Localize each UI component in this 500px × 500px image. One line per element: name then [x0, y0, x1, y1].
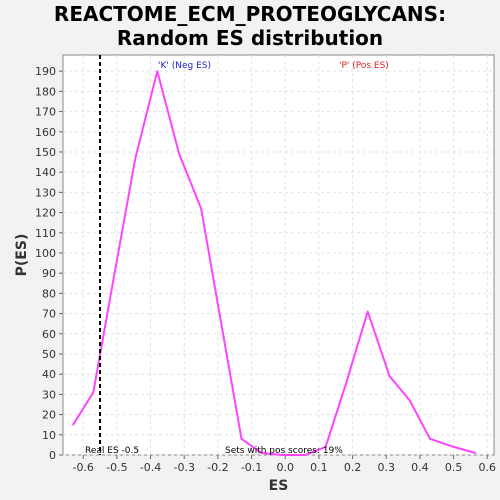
data-point [200, 207, 202, 210]
y-tick-label: 40 [42, 368, 56, 381]
y-tick-label: 160 [35, 126, 56, 139]
data-point [92, 391, 95, 394]
grid-lines [63, 55, 494, 456]
data-point [134, 157, 137, 159]
data-point [366, 310, 369, 313]
x-tick-label: 0.4 [411, 461, 429, 474]
y-tick-label: 0 [49, 449, 56, 462]
x-tick-label: -0.2 [207, 461, 228, 474]
x-tick-label: 0.6 [479, 461, 497, 474]
pos-es-label: 'P' (Pos ES) [339, 61, 389, 71]
data-point [474, 452, 477, 454]
data-point [324, 446, 327, 448]
x-tick-label: 0.3 [378, 461, 396, 474]
x-tick-label: 0.5 [445, 461, 463, 474]
data-point [156, 70, 159, 72]
real-es-label: Real ES -0.5 [85, 446, 139, 456]
annotations-layer: Real ES -0.5 'K' (Neg ES) 'P' (Pos ES) Sets… [85, 55, 389, 456]
y-tick-label: 80 [42, 287, 56, 300]
chart-title-line2: Random ES distribution [116, 26, 384, 50]
data-point [429, 438, 431, 440]
y-tick-label: 10 [42, 429, 56, 442]
data-point [388, 375, 391, 378]
y-tick-label: 180 [35, 85, 56, 98]
y-tick-label: 120 [35, 207, 56, 220]
data-point [260, 452, 263, 454]
data-point [240, 438, 243, 440]
data-point [281, 454, 283, 456]
y-tick-label: 90 [42, 267, 56, 280]
y-tick-label: 110 [35, 227, 56, 240]
data-point [409, 399, 411, 402]
distribution-line [72, 70, 476, 456]
y-tick-label: 150 [35, 146, 56, 159]
data-point [220, 322, 223, 325]
chart-title: REACTOME_ECM_PROTEOGLYCANS: Random ES di… [0, 2, 500, 50]
y-tick-label: 170 [35, 106, 56, 119]
y-tick-label: 130 [35, 186, 56, 199]
plot-area [62, 54, 495, 456]
data-point [72, 423, 74, 426]
y-tick-label: 100 [35, 247, 56, 260]
data-point [112, 278, 115, 281]
y-tick-label: 30 [42, 388, 56, 401]
x-tick-label: -0.1 [241, 461, 262, 474]
data-point [345, 383, 347, 386]
chart-title-line1: REACTOME_ECM_PROTEOGLYCANS: [53, 2, 447, 26]
y-tick-label: 190 [35, 65, 56, 78]
y-tick-label: 140 [35, 166, 56, 179]
x-tick-label: 0.0 [276, 461, 294, 474]
y-axis-label: P(ES) [14, 234, 30, 277]
x-tick-label: -0.6 [72, 461, 93, 474]
x-axis-label: ES [269, 478, 289, 494]
x-tick-label: 0.1 [310, 461, 328, 474]
data-point [452, 446, 455, 448]
y-tick-label: 60 [42, 328, 56, 341]
data-point [304, 454, 307, 456]
series-layer [72, 70, 477, 456]
data-point [178, 153, 180, 155]
neg-es-label: 'K' (Neg ES) [158, 61, 211, 71]
axis-ticks: 0 10 20 30 40 50 60 70 80 90 100 110 120 130 140 150 160… [35, 65, 496, 474]
x-tick-label: 0.2 [344, 461, 362, 474]
y-tick-label: 20 [42, 409, 56, 422]
y-tick-label: 50 [42, 348, 56, 361]
x-tick-label: -0.4 [140, 461, 161, 474]
x-tick-label: -0.5 [106, 461, 127, 474]
y-tick-label: 70 [42, 308, 56, 321]
x-tick-label: -0.3 [173, 461, 194, 474]
pos-scores-label: Sets with pos scores: 19% [225, 446, 343, 456]
